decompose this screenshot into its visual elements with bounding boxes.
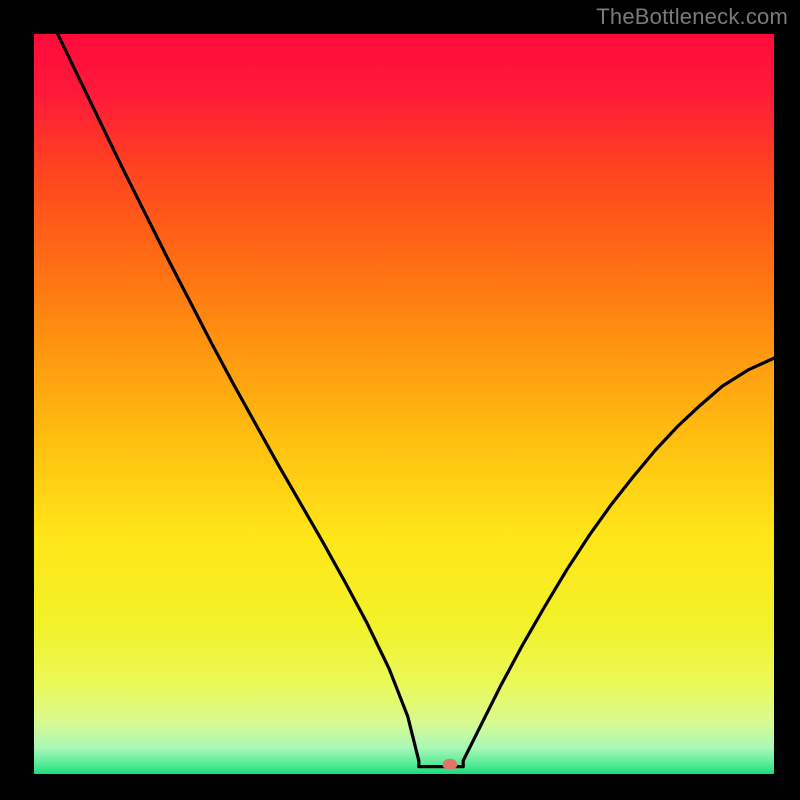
bottleneck-chart xyxy=(0,0,800,800)
vertex-marker xyxy=(442,759,457,770)
chart-background xyxy=(34,34,774,774)
watermark-text: TheBottleneck.com xyxy=(596,4,788,30)
